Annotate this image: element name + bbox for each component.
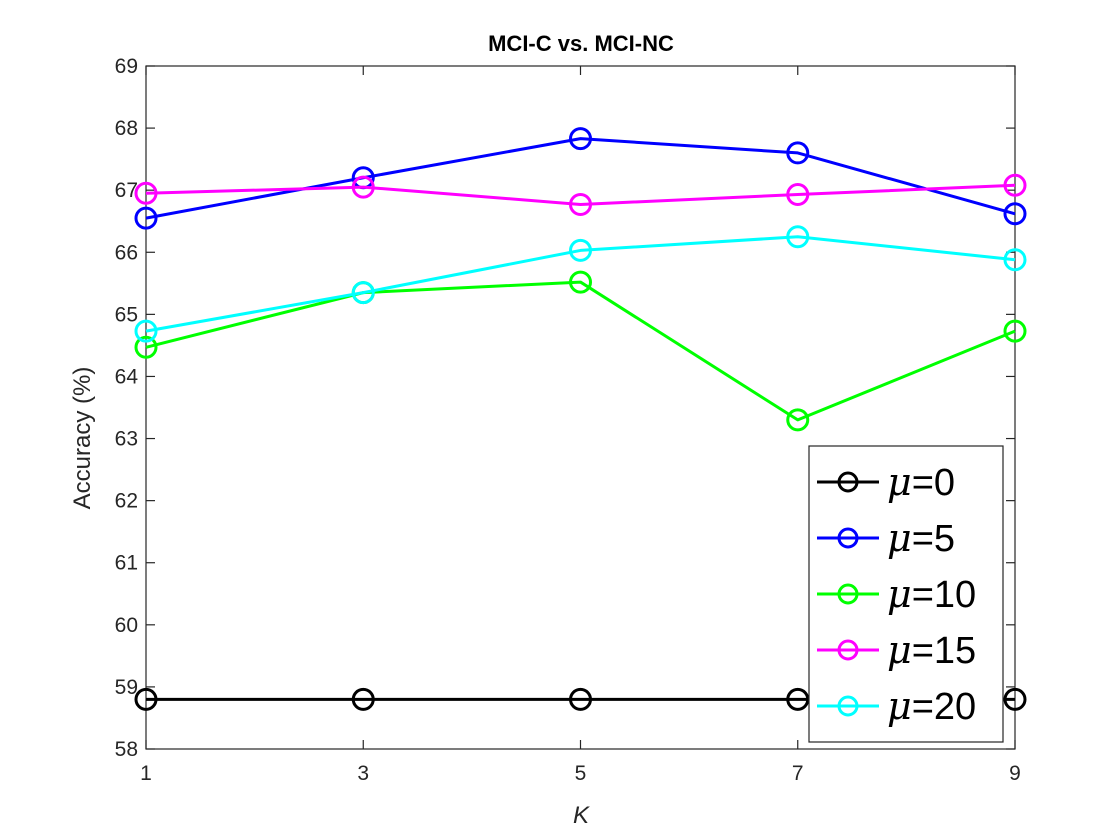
data-point-marker — [134, 335, 158, 359]
data-point-marker — [786, 141, 810, 165]
legend-label: μ=5 — [887, 516, 955, 560]
legend: μ=0 μ=5 μ=10 μ=15 μ=20 — [808, 445, 1004, 743]
data-point-marker — [1003, 202, 1027, 226]
data-point-marker — [786, 183, 810, 207]
y-axis-label: Accuracy (%) — [69, 367, 96, 510]
y-tick-label: 69 — [115, 55, 138, 78]
data-point-marker — [1003, 319, 1027, 343]
y-tick-label: 58 — [115, 738, 138, 761]
legend-entry: μ=10 — [817, 572, 976, 616]
x-axis-ticks: 1 3 5 7 9 — [140, 66, 1021, 785]
series-group — [134, 127, 1027, 230]
legend-label: μ=10 — [887, 572, 976, 616]
y-tick-label: 64 — [115, 365, 139, 388]
data-point-marker — [569, 192, 592, 216]
legend-label: μ=20 — [887, 684, 976, 728]
y-tick-label: 68 — [115, 117, 138, 140]
data-point-marker — [134, 319, 158, 343]
legend-marker-sample — [837, 639, 859, 661]
legend-label: μ=0 — [887, 460, 955, 504]
x-tick-label: 1 — [140, 762, 152, 785]
legend-marker-sample — [837, 583, 859, 605]
legend-label: μ=15 — [887, 628, 976, 672]
data-point-marker — [569, 238, 592, 262]
y-tick-label: 62 — [115, 490, 138, 513]
series-group — [134, 173, 1027, 216]
data-point-marker — [1003, 173, 1027, 197]
series-group — [134, 225, 1027, 343]
y-tick-label: 61 — [115, 552, 138, 575]
data-point-marker — [786, 687, 810, 711]
series-line — [145, 280, 1016, 422]
x-tick-label: 9 — [1009, 762, 1021, 785]
legend-entry: μ=0 — [817, 460, 955, 504]
y-tick-label: 63 — [115, 428, 138, 451]
x-tick-label: 5 — [575, 762, 587, 785]
y-axis-ticks: 58 59 60 61 62 63 64 65 66 67 68 69 — [115, 55, 1015, 761]
series-line — [145, 137, 1016, 220]
data-point-marker — [1003, 248, 1027, 272]
y-tick-label: 66 — [115, 241, 138, 264]
y-tick-label: 60 — [115, 614, 138, 637]
data-point-marker — [134, 181, 158, 205]
data-point-marker — [569, 270, 592, 294]
data-point-marker — [134, 206, 158, 230]
y-tick-label: 59 — [115, 676, 138, 699]
data-point-marker — [351, 175, 375, 199]
y-tick-label: 67 — [115, 179, 138, 202]
chart-title: MCI-C vs. MCI-NC — [488, 31, 674, 56]
x-tick-label: 7 — [792, 762, 804, 785]
legend-marker-sample — [837, 527, 859, 549]
data-point-marker — [134, 687, 158, 711]
legend-marker-sample — [837, 695, 859, 717]
series-line — [145, 235, 1016, 333]
series-line — [145, 183, 1016, 206]
data-point-marker — [786, 225, 810, 249]
legend-entry: μ=20 — [817, 684, 976, 728]
y-tick-label: 65 — [115, 303, 138, 326]
data-point-marker — [569, 127, 592, 151]
data-point-marker — [786, 408, 810, 432]
x-tick-label: 3 — [357, 762, 369, 785]
data-point-marker — [351, 687, 375, 711]
data-point-marker — [1003, 687, 1027, 711]
legend-entry: μ=5 — [817, 516, 955, 560]
legend-marker-sample — [837, 471, 859, 493]
data-point-marker — [351, 281, 375, 305]
x-axis-label: K — [573, 802, 590, 829]
legend-entry: μ=15 — [817, 628, 976, 672]
data-point-marker — [569, 687, 592, 711]
